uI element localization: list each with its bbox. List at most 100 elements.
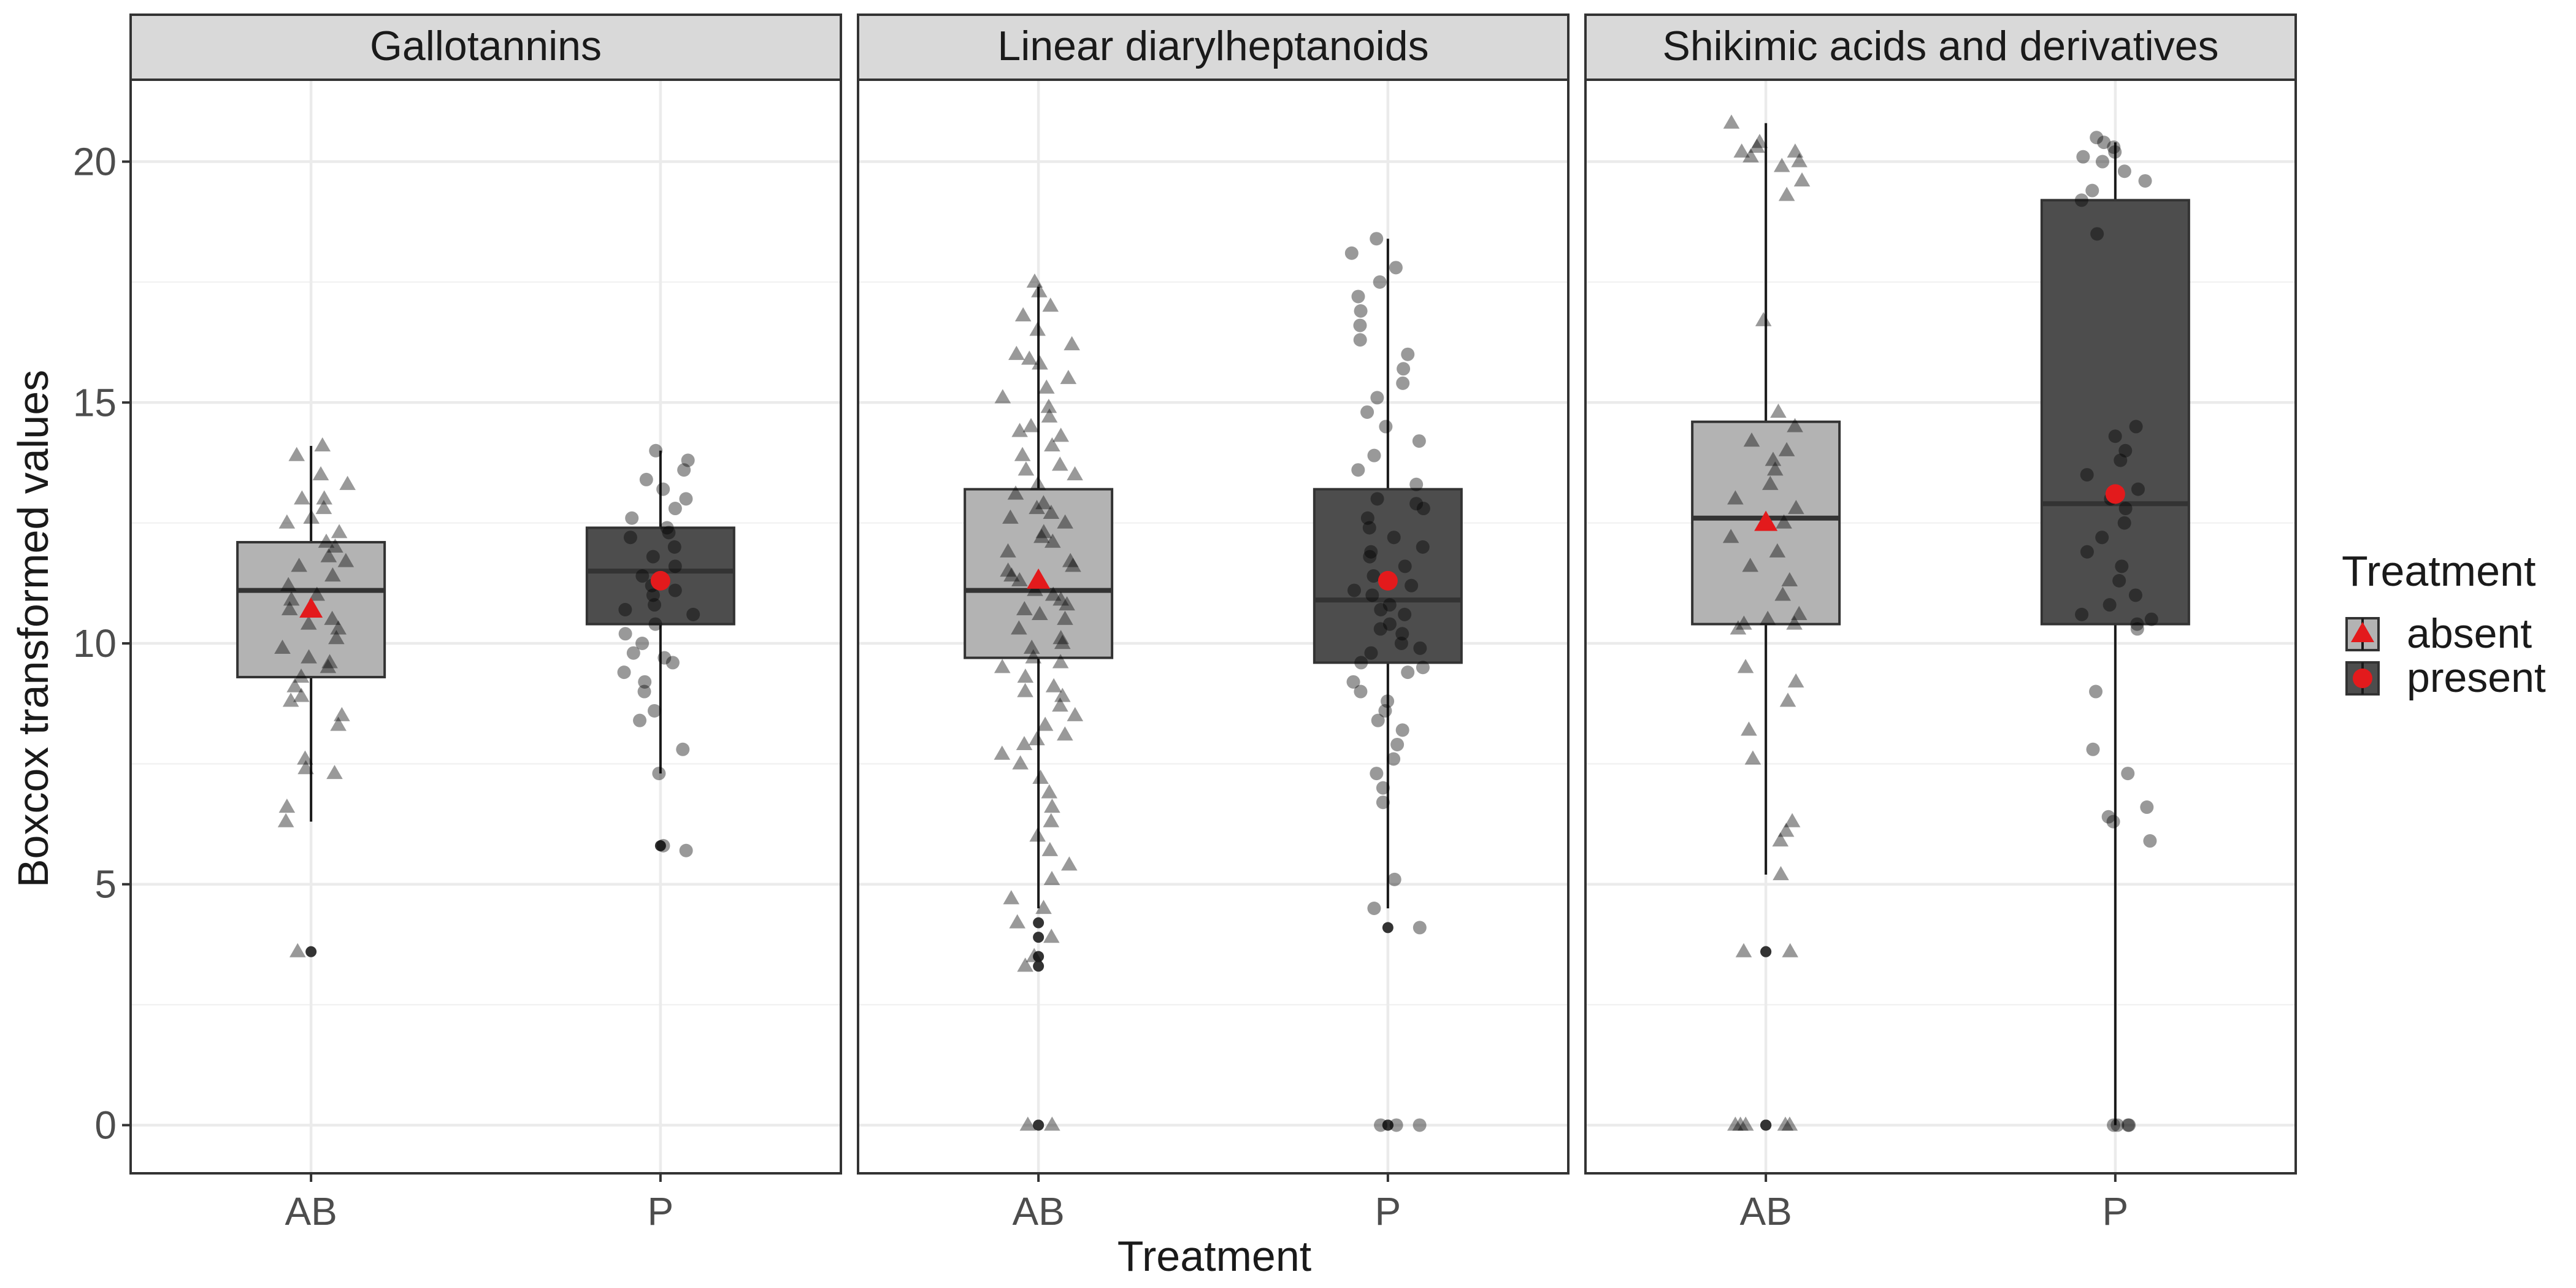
data-point xyxy=(1016,601,1033,616)
data-point xyxy=(2117,164,2131,178)
data-point xyxy=(1370,492,1384,506)
legend-item-absent: absent xyxy=(2345,610,2532,657)
data-point xyxy=(1038,379,1055,394)
data-point xyxy=(1043,504,1060,519)
data-point xyxy=(326,765,343,780)
data-point xyxy=(1779,692,1796,707)
data-point xyxy=(1061,856,1078,871)
data-point xyxy=(1770,403,1787,418)
data-point xyxy=(1416,502,1430,516)
data-point xyxy=(635,636,650,650)
data-point xyxy=(1374,1118,1388,1132)
data-point xyxy=(1011,572,1028,586)
data-point xyxy=(2118,443,2133,458)
data-point xyxy=(1040,399,1057,413)
data-point xyxy=(1413,921,1427,935)
data-point xyxy=(1381,694,1395,708)
data-point xyxy=(1765,451,1782,466)
box-ab-absent xyxy=(964,273,1114,1131)
data-point xyxy=(1029,827,1046,842)
data-point xyxy=(1777,1116,1794,1131)
mean-marker xyxy=(299,597,323,618)
data-point xyxy=(633,713,647,727)
data-point xyxy=(1751,134,1768,148)
data-point xyxy=(1788,500,1804,515)
data-point xyxy=(1382,598,1397,612)
data-point xyxy=(280,577,297,591)
data-point xyxy=(1031,283,1048,297)
data-point xyxy=(337,553,355,567)
data-point xyxy=(662,526,676,540)
data-point xyxy=(1052,427,1069,442)
data-point xyxy=(668,559,682,573)
data-point xyxy=(1374,603,1388,617)
data-point xyxy=(1052,591,1069,606)
outlier-point xyxy=(1033,951,1045,962)
data-point xyxy=(1043,813,1060,827)
data-point xyxy=(1059,596,1075,611)
data-point xyxy=(1741,721,1757,736)
data-point xyxy=(281,601,298,616)
data-point xyxy=(1351,289,1365,304)
data-point xyxy=(1354,304,1368,318)
data-point xyxy=(1367,569,1381,583)
x-axis-title: Treatment xyxy=(1117,1232,1311,1280)
data-point xyxy=(2080,468,2094,482)
y-axis: 0 5 10 15 20 xyxy=(73,140,131,1147)
data-point xyxy=(1416,661,1430,675)
data-point xyxy=(1401,665,1415,680)
y-tick-label: 10 xyxy=(73,621,117,665)
data-point xyxy=(1008,345,1025,360)
data-point xyxy=(652,767,666,781)
data-point xyxy=(1778,442,1795,456)
data-point xyxy=(1057,514,1073,529)
data-point xyxy=(294,490,310,505)
data-point xyxy=(637,684,651,699)
data-point xyxy=(1003,567,1020,582)
outlier-point xyxy=(1760,1119,1772,1131)
data-point xyxy=(2089,684,2103,699)
data-point xyxy=(283,591,300,606)
data-point xyxy=(1378,703,1392,718)
data-point xyxy=(2085,183,2099,197)
box-body xyxy=(1691,420,1841,626)
x-tick-label: P xyxy=(1375,1189,1401,1233)
data-point xyxy=(1394,636,1408,650)
data-point xyxy=(1043,929,1060,943)
data-point xyxy=(309,586,326,601)
data-point xyxy=(2076,150,2090,164)
data-point xyxy=(1017,668,1034,683)
data-point xyxy=(1395,723,1409,737)
data-point xyxy=(2097,136,2111,150)
data-point xyxy=(2075,607,2089,621)
data-point xyxy=(660,521,674,535)
data-point xyxy=(1354,656,1368,670)
y-tick-label: 15 xyxy=(73,380,117,424)
data-point xyxy=(1389,261,1403,275)
data-point xyxy=(1052,630,1069,645)
mean-marker xyxy=(650,570,670,591)
data-point xyxy=(646,588,660,602)
data-point xyxy=(1045,586,1062,601)
data-point xyxy=(278,799,296,813)
data-point xyxy=(2090,131,2104,145)
data-point xyxy=(1416,540,1430,554)
data-point xyxy=(1766,461,1784,476)
data-point xyxy=(1742,558,1759,572)
data-point xyxy=(1019,1116,1037,1131)
data-point xyxy=(1737,659,1754,673)
box-ab-absent xyxy=(1691,114,1841,1131)
data-point xyxy=(1029,500,1045,515)
data-point xyxy=(1722,529,1739,543)
data-point xyxy=(300,615,317,630)
data-point xyxy=(1736,615,1752,630)
data-point xyxy=(297,750,313,765)
data-point xyxy=(314,437,331,452)
data-point xyxy=(2108,429,2122,443)
data-point xyxy=(1045,678,1062,692)
data-point xyxy=(1409,497,1424,511)
data-point xyxy=(2106,815,2120,829)
data-point xyxy=(1353,318,1367,332)
data-point xyxy=(2108,145,2122,159)
